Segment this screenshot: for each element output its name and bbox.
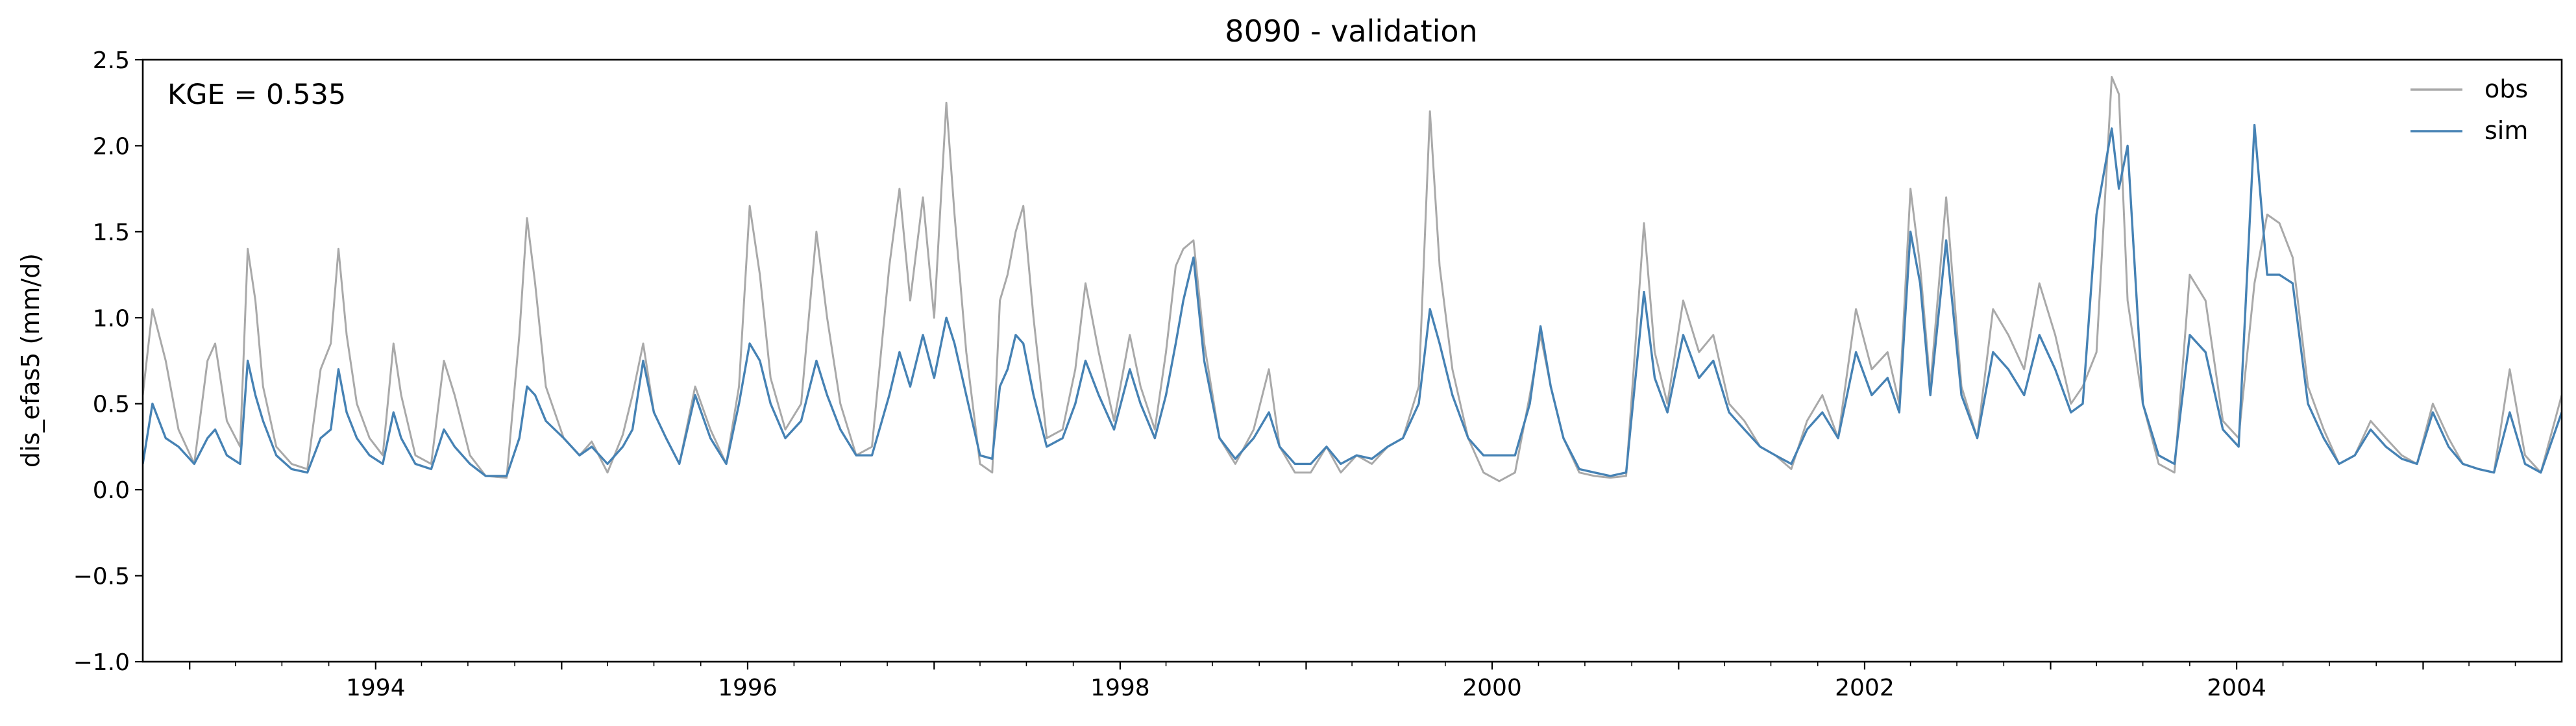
- x-tick-label: 1994: [346, 675, 406, 701]
- chart-title: 8090 - validation: [1225, 14, 1477, 49]
- y-tick-label: −0.5: [73, 564, 130, 590]
- series-layer: [143, 76, 2562, 482]
- kge-annotation: KGE = 0.535: [167, 79, 346, 111]
- y-tick-label: 0.5: [93, 392, 130, 418]
- plot-area: [141, 58, 2563, 663]
- x-tick-label: 1996: [718, 675, 778, 701]
- plot-frame: [141, 58, 2563, 663]
- x-axis: 1994 1996 1998 2000 2002 2004: [189, 662, 2516, 701]
- y-tick-label: 2.0: [93, 133, 130, 160]
- series-line-sim: [143, 123, 2562, 477]
- y-tick-label: −1.0: [73, 649, 130, 676]
- x-tick-label: 1998: [1090, 675, 1150, 701]
- x-tick-label: 2004: [2207, 675, 2266, 701]
- legend-label-sim: sim: [2484, 116, 2528, 145]
- y-tick-label: 0.0: [93, 477, 130, 504]
- y-tick-label: 1.0: [93, 305, 130, 332]
- y-tick-label: 1.5: [93, 219, 130, 246]
- y-tick-label: 2.5: [93, 47, 130, 74]
- series-line-obs: [143, 76, 2562, 482]
- x-tick-label: 2000: [1462, 675, 1522, 701]
- x-tick-label: 2002: [1835, 675, 1895, 701]
- y-axis: −1.0 −0.5 0.0 0.5 1.0 1.5 2.0 2.5: [73, 47, 143, 676]
- y-axis-label: dis_efas5 (mm/d): [16, 253, 45, 468]
- legend-label-obs: obs: [2484, 75, 2528, 103]
- legend: obs sim: [2410, 75, 2528, 145]
